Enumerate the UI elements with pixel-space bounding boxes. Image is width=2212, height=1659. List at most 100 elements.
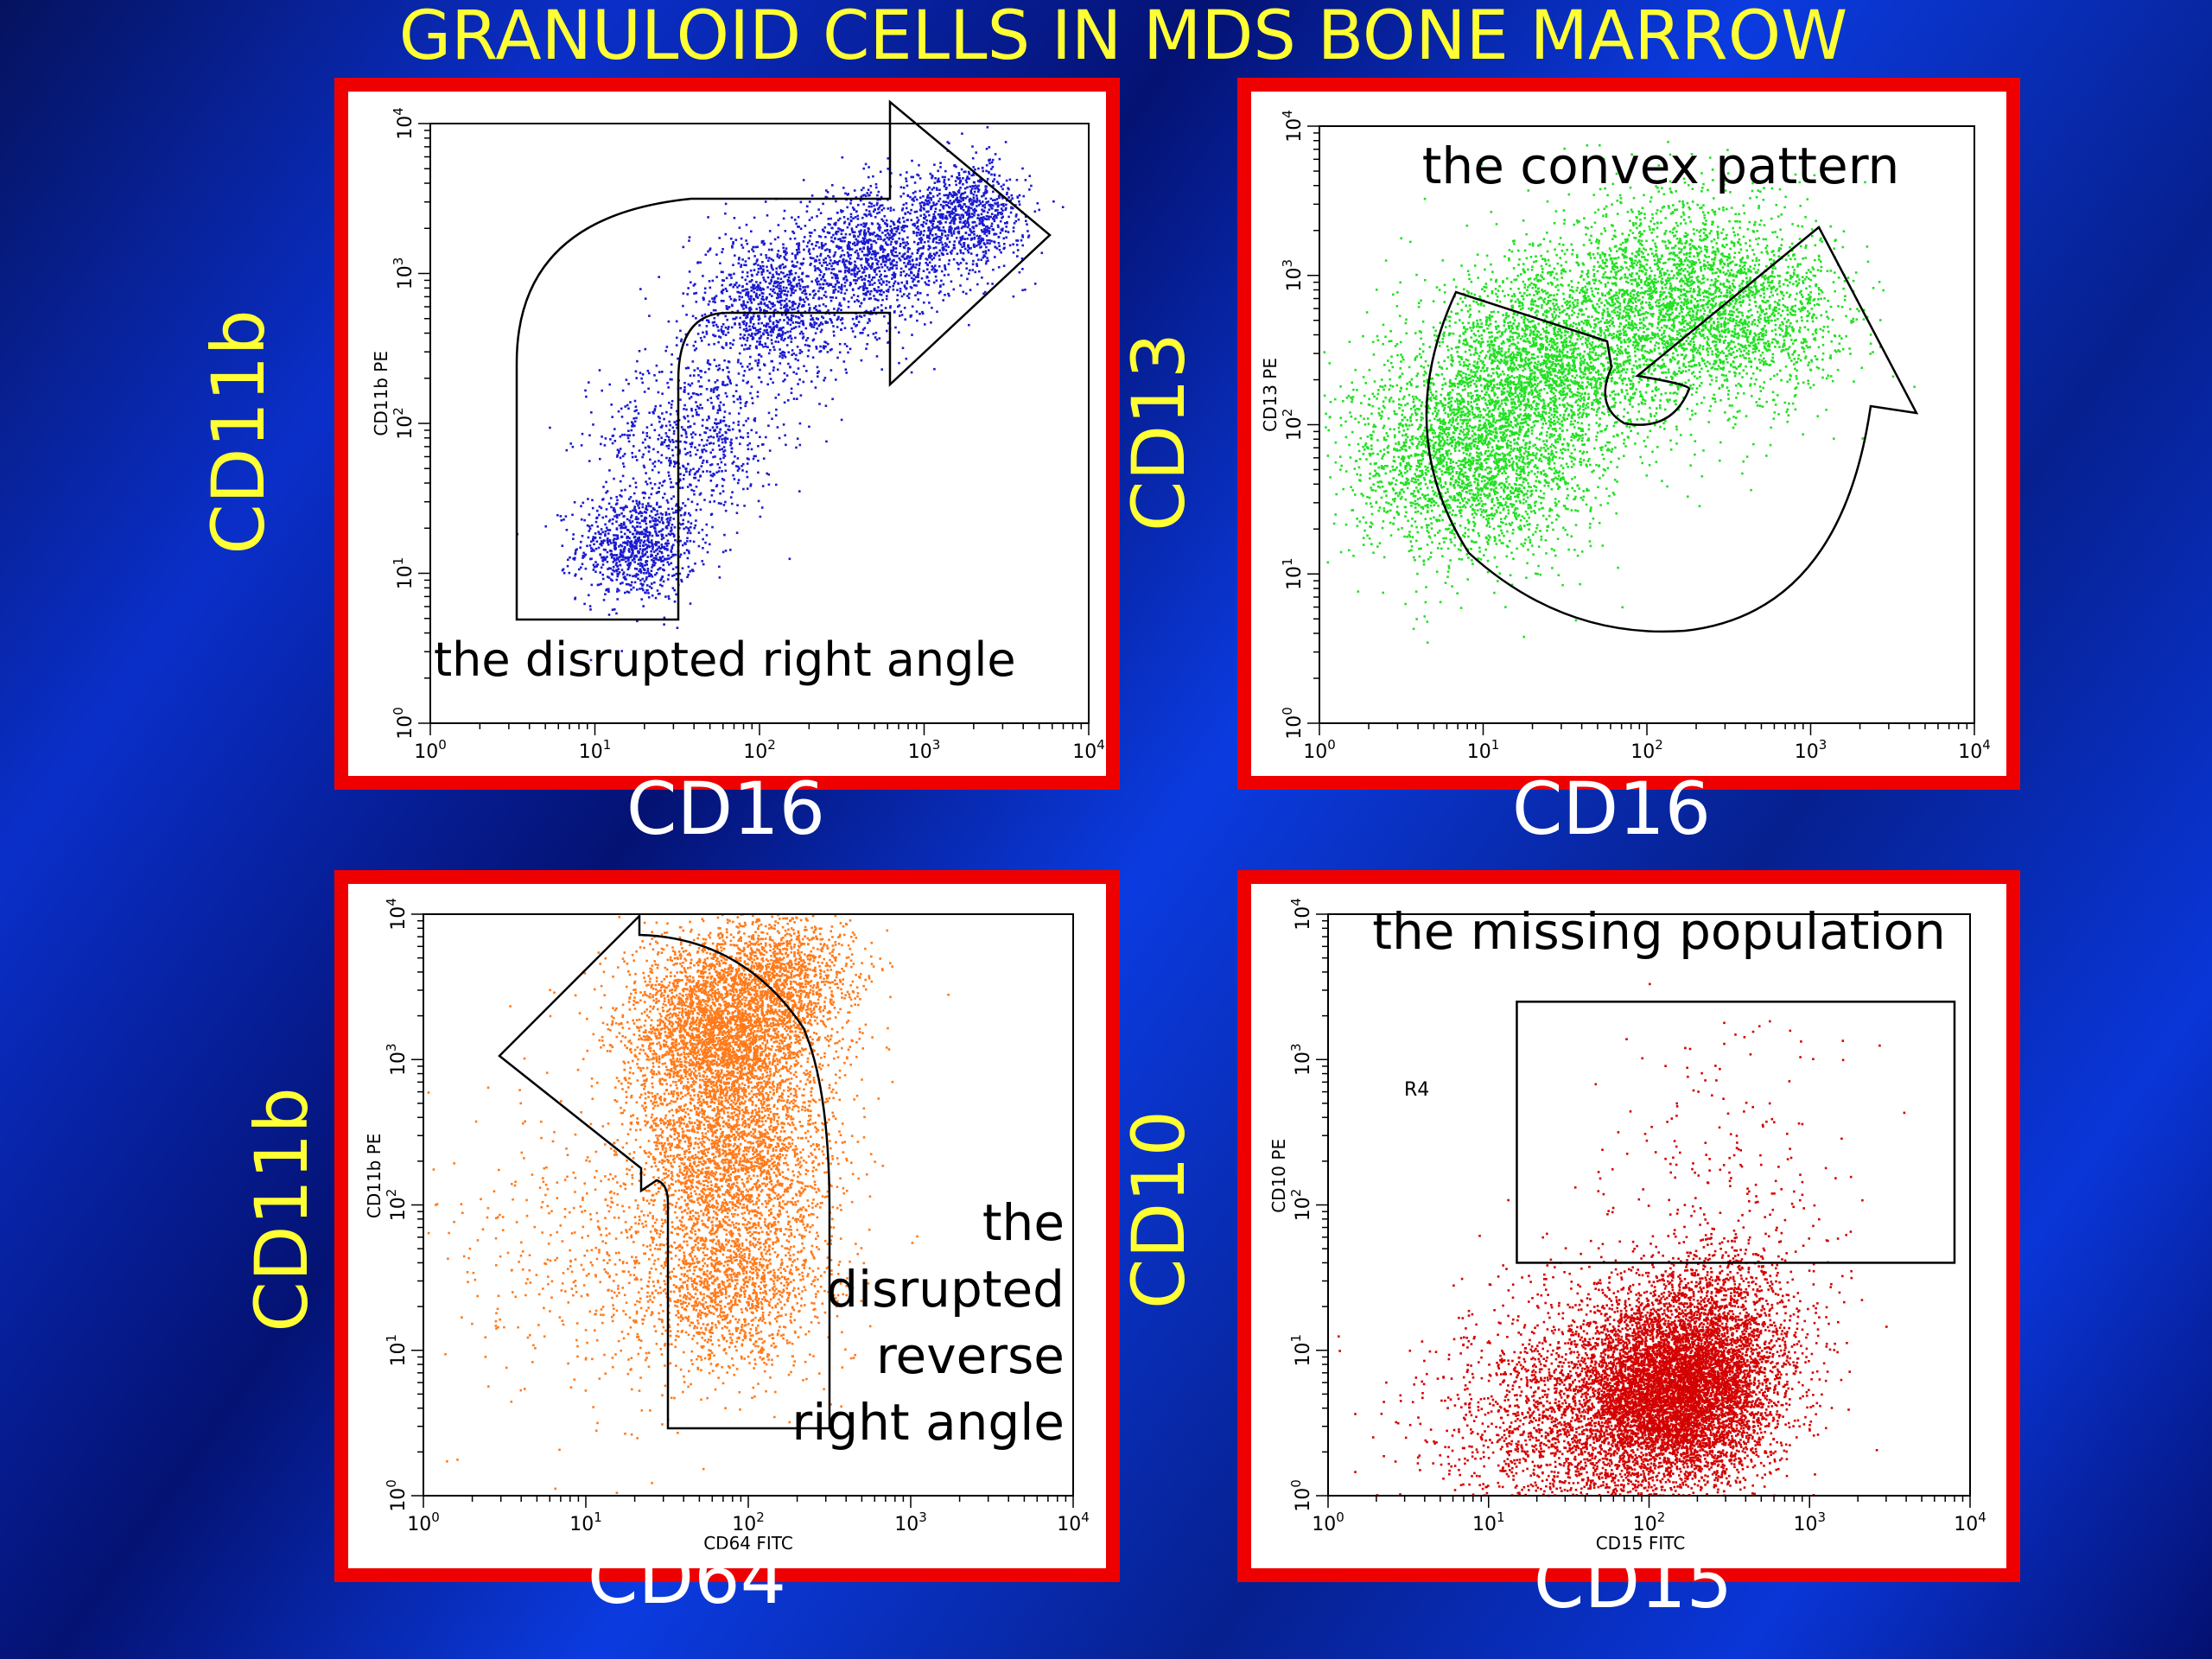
scatter-point [772,289,775,291]
scatter-point [777,321,779,324]
scatter-point [654,429,657,432]
scatter-point [904,247,906,250]
scatter-point [741,271,744,274]
scatter-point [702,296,705,299]
scatter-point [942,299,944,302]
scatter-point [825,404,828,407]
scatter-point [586,545,588,548]
scatter-point [601,528,603,531]
scatter-point [863,194,866,196]
x-tick-exponent: 4 [1096,737,1105,753]
scatter-point [709,442,711,445]
scatter-point [799,284,802,287]
scatter-point [793,278,796,281]
scatter-point [654,531,657,533]
scatter-point [725,550,728,552]
scatter-point [701,315,703,317]
scatter-point [862,287,865,289]
scatter-point [862,222,865,225]
scatter-point [639,503,641,505]
scatter-point [740,436,742,439]
scatter-point [667,518,670,520]
scatter-point [912,231,915,233]
scatter-point [751,429,753,432]
scatter-point [791,260,794,263]
scatter-point [771,360,773,363]
scatter-point [820,321,823,324]
scatter-point [810,257,813,260]
scatter-point [745,304,747,307]
scatter-point [615,554,618,556]
scatter-point [653,564,656,567]
scatter-point [832,325,835,327]
scatter-point [868,194,871,197]
scatter-point [798,378,801,381]
scatter-point [887,207,889,210]
scatter-point [650,482,652,485]
scatter-point [931,205,934,207]
scatter-point [599,537,601,539]
scatter-point [878,289,880,292]
scatter-point [612,442,614,445]
scatter-point [760,302,762,305]
scatter-point [686,576,689,579]
scatter-point [1028,188,1031,191]
scatter-point [798,317,801,320]
scatter-point [1009,245,1012,247]
scatter-point [636,360,639,363]
scatter-point [747,347,750,350]
scatter-point [846,279,849,282]
scatter-point [866,241,868,244]
scatter-point [1003,243,1006,245]
scatter-point [917,292,919,295]
scatter-point [1379,542,1382,544]
scatter-point [965,212,968,214]
scatter-point [710,474,713,477]
scatter-point [796,284,798,287]
scatter-point [813,294,816,296]
scatter-point [785,287,788,289]
scatter-point [818,305,821,308]
scatter-point [587,498,589,500]
scatter-point [953,223,956,226]
scatter-point [642,373,645,376]
scatter-point [893,233,895,236]
scatter-point [906,358,908,360]
scatter-point [972,260,975,263]
scatter-point [994,175,996,177]
scatter-point [903,220,906,223]
scatter-point [640,515,643,518]
scatter-point [896,289,899,291]
scatter-point [849,348,852,351]
scatter-point [683,382,686,385]
scatter-point [905,265,907,268]
scatter-point [737,469,740,472]
scatter-point [958,240,961,243]
scatter-point [860,224,862,226]
scatter-point [639,512,642,514]
scatter-point [636,556,639,558]
scatter-point [822,287,824,289]
scatter-point [652,411,654,414]
scatter-point [621,507,624,510]
scatter-point [912,252,914,255]
scatter-point [690,522,693,524]
scatter-point [983,232,986,235]
scatter-point [901,209,904,212]
scatter-point [778,250,780,252]
scatter-point [934,211,937,213]
scatter-point [830,300,833,302]
scatter-point [753,264,756,266]
scatter-point [961,206,963,208]
scatter-point [730,238,733,240]
scatter-point [661,371,664,373]
scatter-point [996,247,999,250]
scatter-point [858,321,861,323]
scatter-point [919,292,922,295]
scatter-point [779,290,781,293]
scatter-point [722,300,725,302]
scatter-point [719,435,721,438]
scatter-point [656,379,658,382]
scatter-point [667,508,670,511]
